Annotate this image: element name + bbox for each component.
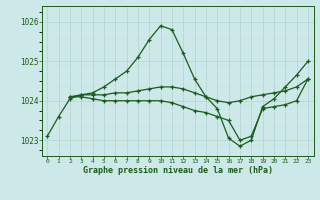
X-axis label: Graphe pression niveau de la mer (hPa): Graphe pression niveau de la mer (hPa) [83, 166, 273, 175]
